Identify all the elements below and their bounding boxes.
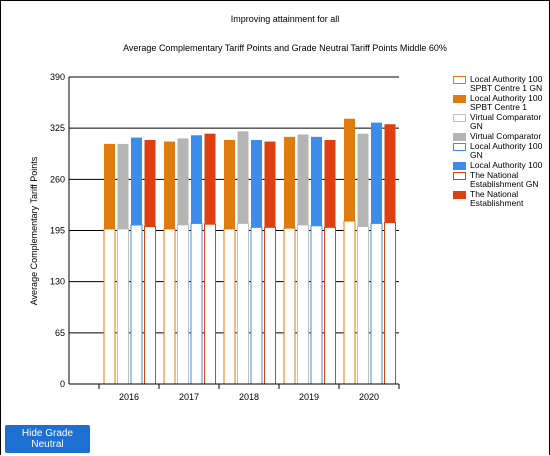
x-tick-label: 2018	[239, 392, 259, 402]
bar	[357, 226, 369, 385]
bar	[190, 222, 203, 385]
bar	[237, 131, 249, 224]
legend: Local Authority 100 SPBT Centre 1 GN Loca…	[453, 74, 549, 209]
y-tick-label: 0	[60, 379, 65, 389]
y-tick-label: 260	[50, 174, 65, 184]
legend-item: Local Authority 100	[453, 160, 549, 170]
bar	[370, 222, 383, 385]
legend-item: Local Authority 100 GN	[453, 141, 549, 160]
bar	[223, 228, 236, 385]
bar	[204, 133, 216, 225]
legend-swatch	[453, 162, 466, 170]
hide-grade-neutral-button[interactable]: Hide Grade Neutral	[5, 425, 90, 453]
legend-label: Local Authority 100 SPBT Centre 1 GN	[470, 74, 543, 93]
legend-label: Local Authority 100 SPBT Centre 1	[470, 93, 543, 112]
bar	[264, 226, 276, 385]
bar	[324, 139, 336, 228]
legend-item: The National Establishment	[453, 189, 549, 208]
bar	[250, 226, 263, 385]
bar	[311, 136, 322, 226]
bar	[163, 228, 176, 385]
bar	[117, 143, 129, 229]
legend-swatch	[453, 114, 466, 122]
legend-item: Virtual Comparator GN	[453, 112, 549, 131]
bar	[144, 139, 156, 227]
x-tick-label: 2017	[179, 392, 199, 402]
bar	[284, 136, 295, 229]
y-axis-label: Average Complementary Tariff Points	[29, 156, 39, 305]
bar	[251, 139, 262, 228]
bar	[177, 224, 189, 385]
bar	[371, 122, 382, 224]
legend-label: Virtual Comparator	[470, 131, 542, 141]
bar	[130, 224, 143, 385]
legend-swatch	[453, 172, 466, 180]
x-tick-label: 2019	[299, 392, 319, 402]
bar	[344, 118, 355, 222]
bar	[237, 222, 249, 385]
bar	[324, 226, 336, 385]
bar	[177, 138, 189, 225]
legend-label: The National Establishment	[470, 189, 524, 208]
bar	[117, 228, 129, 385]
bar	[204, 223, 216, 385]
bar	[357, 133, 369, 227]
bar	[164, 141, 175, 229]
bar	[283, 227, 296, 385]
chart-subtitle: Average Complementary Tariff Points and …	[123, 43, 447, 53]
bar	[224, 139, 235, 229]
bar	[104, 143, 115, 229]
legend-label: Virtual Comparator GN	[470, 112, 542, 131]
y-tick-label: 65	[55, 328, 65, 338]
legend-item: Virtual Comparator	[453, 131, 549, 141]
bar	[297, 134, 309, 225]
bar	[384, 124, 396, 223]
legend-item: Local Authority 100 SPBT Centre 1 GN	[453, 74, 549, 93]
bar	[297, 224, 309, 385]
y-tick-label: 390	[50, 72, 65, 82]
bar	[264, 141, 276, 228]
bar	[103, 228, 116, 385]
chart-title: Improving attainment for all	[231, 14, 340, 24]
legend-swatch	[453, 143, 466, 151]
bar	[131, 137, 142, 225]
legend-item: The National Establishment GN	[453, 170, 549, 189]
bar	[144, 226, 156, 385]
legend-label: Local Authority 100 GN	[470, 141, 543, 160]
x-tick-label: 2020	[359, 392, 379, 402]
bar	[384, 222, 396, 385]
y-tick-label: 195	[50, 226, 65, 236]
legend-swatch	[453, 133, 466, 141]
y-tick-label: 325	[50, 123, 65, 133]
legend-swatch	[453, 95, 466, 103]
bar	[310, 225, 323, 385]
bar	[191, 135, 202, 224]
chart: Improving attainment for all Average Com…	[29, 14, 447, 402]
legend-swatch	[453, 191, 466, 199]
legend-label: The National Establishment GN	[470, 170, 539, 189]
y-tick-label: 130	[50, 277, 65, 287]
x-tick-label: 2016	[119, 392, 139, 402]
legend-item: Local Authority 100 SPBT Centre 1	[453, 93, 549, 112]
legend-swatch	[453, 76, 466, 84]
bar	[343, 220, 356, 385]
legend-label: Local Authority 100	[470, 160, 543, 170]
